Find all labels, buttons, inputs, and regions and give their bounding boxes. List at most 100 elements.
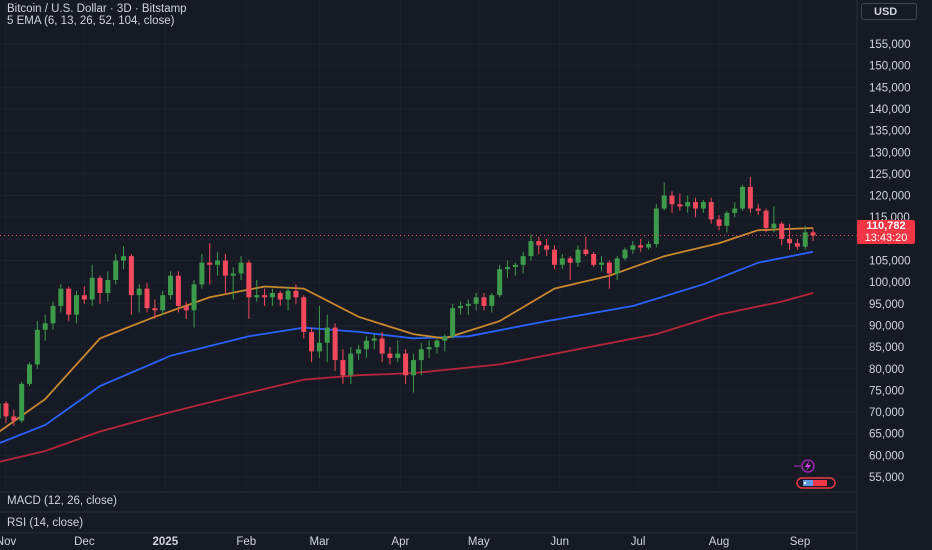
candle-body — [395, 353, 401, 358]
candle-body — [27, 364, 33, 384]
candle-body — [371, 338, 377, 341]
y-tick-label: 150,000 — [869, 61, 911, 73]
candle-body — [183, 305, 189, 311]
candle-body — [191, 284, 197, 311]
rsi-label[interactable]: RSI (14, close) — [7, 517, 84, 529]
candle-body — [207, 262, 213, 265]
candle-body — [222, 260, 228, 276]
y-tick-label: 135,000 — [869, 126, 911, 138]
x-tick-label: Feb — [236, 536, 256, 548]
candle-body — [763, 210, 769, 229]
candle-body — [599, 262, 604, 265]
candle-body — [301, 297, 307, 332]
y-tick-label: 155,000 — [869, 39, 911, 51]
y-tick-label: 95,000 — [869, 299, 904, 311]
candle-body — [152, 308, 158, 311]
ema-fast-line — [0, 227, 814, 433]
candle-body — [536, 241, 542, 246]
y-tick-label: 100,000 — [869, 277, 911, 289]
candle-body — [732, 208, 738, 213]
candle-body — [246, 262, 252, 298]
candle-body — [740, 186, 746, 209]
candle-body — [622, 249, 628, 259]
candle-body — [262, 295, 268, 298]
candle-body — [136, 288, 142, 296]
candle-body — [434, 340, 440, 348]
candle-body — [128, 256, 134, 296]
candle-body — [724, 212, 730, 226]
candle-body — [42, 323, 48, 330]
candle-body — [630, 245, 636, 250]
candle-body — [97, 277, 103, 293]
candle-body — [755, 208, 761, 211]
candle-body — [771, 223, 777, 229]
candle-body — [653, 208, 659, 245]
candle-body — [418, 349, 424, 361]
y-tick-label: 75,000 — [869, 385, 904, 397]
candle-body — [638, 245, 644, 248]
candle-body — [646, 244, 652, 248]
candle-body — [450, 308, 456, 337]
candle-body — [551, 249, 557, 265]
flag-icon[interactable] — [795, 475, 839, 491]
x-tick-label: Apr — [391, 536, 409, 548]
x-tick-label: Mar — [310, 536, 330, 548]
candle-body — [379, 338, 385, 354]
x-tick-label: Dec — [74, 536, 95, 548]
x-tick-label: May — [468, 536, 490, 548]
symbol-title[interactable]: Bitcoin / U.S. Dollar · 3D · Bitstamp — [7, 3, 187, 15]
candle-body — [410, 360, 416, 376]
candle-body — [269, 292, 275, 298]
candle-body — [356, 349, 362, 354]
candle-body — [121, 256, 127, 261]
candle-body — [81, 295, 87, 300]
candle-body — [160, 295, 166, 311]
candle-body — [567, 258, 573, 263]
candle-body — [544, 245, 550, 250]
candle-body — [779, 223, 785, 239]
currency-button[interactable]: USD — [861, 3, 917, 20]
candle-body — [293, 290, 299, 298]
candle-body — [661, 195, 667, 209]
ema-slow-line — [0, 292, 814, 463]
candle-body — [716, 219, 722, 226]
candle-body — [89, 277, 95, 300]
y-tick-label: 105,000 — [869, 256, 911, 268]
candle-body — [481, 297, 487, 306]
y-tick-label: 120,000 — [869, 191, 911, 203]
macd-label[interactable]: MACD (12, 26, close) — [7, 495, 117, 507]
y-tick-label: 90,000 — [869, 320, 904, 332]
candle-body — [512, 264, 518, 267]
candle-body — [708, 202, 714, 220]
y-tick-label: 145,000 — [869, 82, 911, 94]
candle-body — [583, 249, 589, 255]
candle-body — [747, 186, 753, 209]
x-tick-label: Sep — [790, 536, 810, 548]
x-tick-label: Nov — [0, 536, 16, 548]
y-tick-label: 140,000 — [869, 104, 911, 116]
lightning-icon[interactable] — [792, 459, 824, 473]
y-tick-label: 80,000 — [869, 364, 904, 376]
candle-body — [465, 303, 471, 306]
candle-body — [559, 258, 565, 265]
candle-body — [168, 275, 174, 296]
ema-mid-line — [0, 250, 814, 444]
candle-body — [285, 290, 291, 300]
candle-body — [144, 288, 150, 309]
candle-body — [473, 297, 479, 304]
candle-body — [700, 202, 706, 209]
candle-body — [66, 288, 72, 315]
x-tick-label: Jul — [631, 536, 646, 548]
x-tick-label: Aug — [709, 536, 729, 548]
candle-body — [199, 262, 205, 285]
candle-body — [504, 266, 510, 270]
y-tick-label: 60,000 — [869, 450, 904, 462]
ema-indicator-label[interactable]: 5 EMA (6, 13, 26, 52, 104, close) — [7, 15, 175, 27]
candle-body — [457, 305, 463, 309]
candle-body — [669, 195, 675, 205]
candle-body — [215, 260, 221, 265]
candle-body — [50, 305, 56, 324]
y-tick-label: 70,000 — [869, 407, 904, 419]
candle-body — [19, 383, 25, 421]
candle-body — [340, 360, 346, 376]
